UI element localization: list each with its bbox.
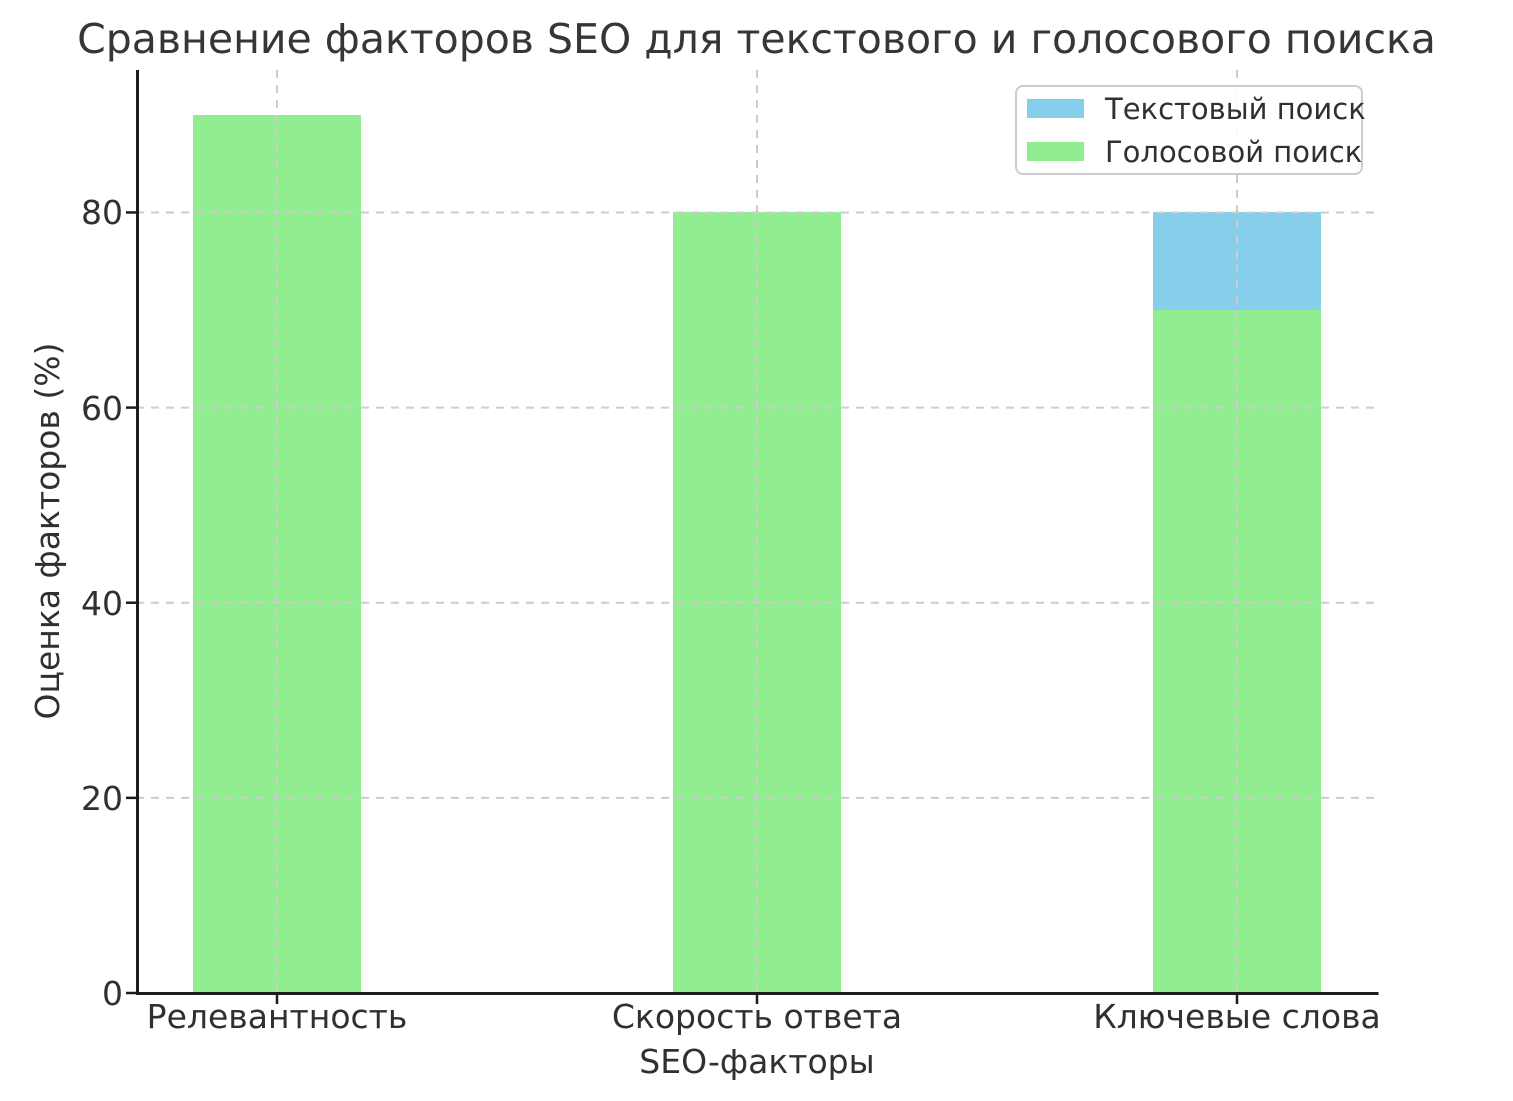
legend-item-text-search: Текстовый поиск (1027, 87, 1366, 130)
bar-voice-search-1 (673, 212, 841, 993)
x-axis-label: SEO-факторы (639, 1042, 875, 1081)
legend-item-voice-search: Голосовой поиск (1027, 130, 1362, 173)
legend-swatch-text-search (1027, 99, 1084, 118)
bar-voice-search-0 (193, 114, 361, 993)
legend-swatch-voice-search (1027, 142, 1084, 161)
legend: Текстовый поиск Голосовой поиск (1015, 85, 1366, 175)
chart-title: Сравнение факторов SEO для текстового и … (77, 15, 1436, 63)
legend-label-voice-search: Голосовой поиск (1105, 134, 1363, 169)
legend-label-text-search: Текстовый поиск (1105, 91, 1366, 126)
bar-voice-search-2 (1153, 310, 1321, 993)
